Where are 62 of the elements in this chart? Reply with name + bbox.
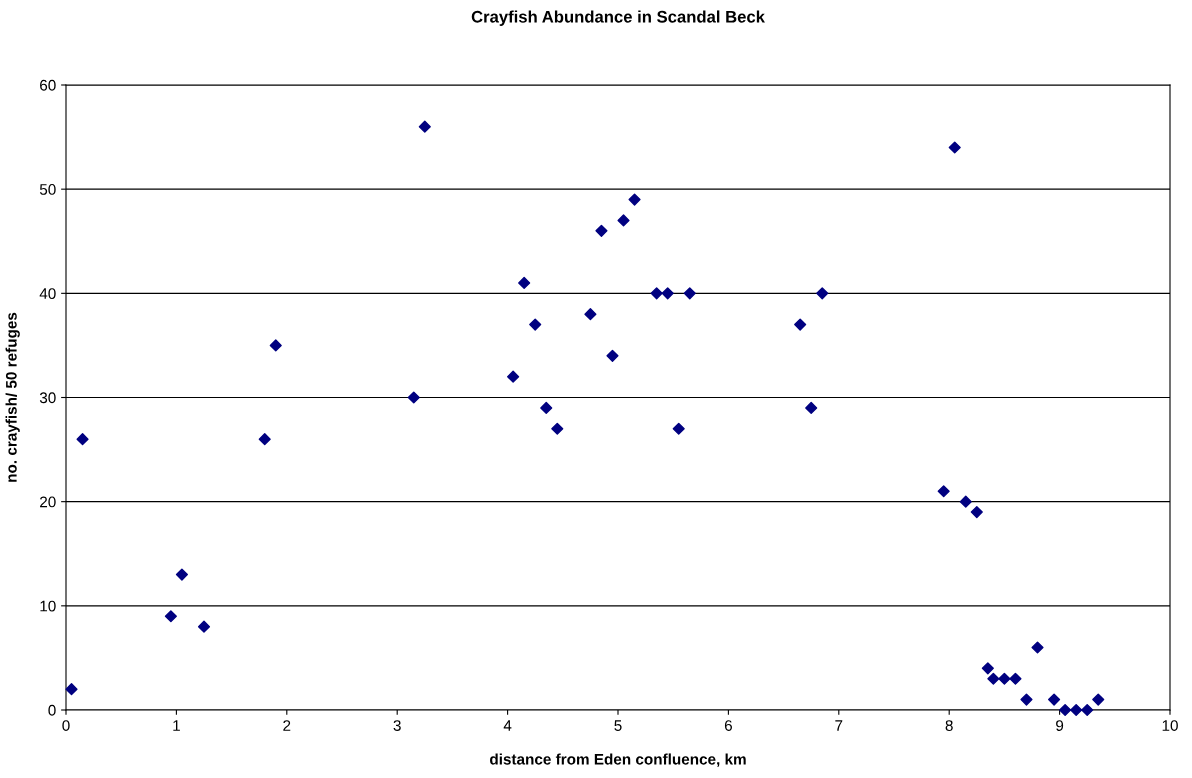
- y-tick-label: 0: [48, 704, 56, 716]
- point: [1020, 693, 1033, 706]
- point: [959, 495, 972, 508]
- point: [1081, 703, 1094, 717]
- x-tick-label: 9: [1056, 720, 1064, 731]
- point: [661, 287, 674, 300]
- x-tick-label: 3: [393, 720, 401, 731]
- point: [937, 485, 950, 498]
- x-tick-label: 2: [283, 720, 291, 731]
- point: [418, 120, 431, 133]
- point: [948, 141, 961, 154]
- point: [617, 214, 630, 227]
- point: [650, 287, 663, 300]
- y-axis-title: no. crayfish/ 50 refuges: [5, 312, 20, 482]
- point: [981, 662, 994, 675]
- x-tick-label: 7: [835, 720, 843, 731]
- point: [1031, 641, 1044, 654]
- point: [628, 193, 641, 206]
- x-tick-label: 10: [1162, 720, 1178, 731]
- point: [1092, 693, 1105, 706]
- point: [164, 610, 177, 623]
- point: [65, 683, 78, 696]
- x-tick-label: 6: [724, 720, 732, 731]
- point: [683, 287, 696, 300]
- x-tick-label: 1: [173, 720, 180, 731]
- point: [507, 370, 520, 383]
- point: [407, 391, 420, 404]
- x-tick-label: 4: [503, 720, 512, 731]
- point: [672, 422, 685, 435]
- point: [518, 276, 531, 289]
- point: [529, 318, 542, 331]
- point: [805, 401, 818, 414]
- point: [794, 318, 807, 331]
- point: [1059, 703, 1072, 717]
- y-tick-label: 30: [39, 392, 56, 404]
- y-tick-label: 40: [39, 288, 56, 300]
- chart-title: Crayfish Abundance in Scandal Beck: [471, 10, 765, 26]
- point: [540, 401, 553, 414]
- point: [76, 433, 89, 446]
- y-tick-label: 50: [39, 184, 56, 195]
- point: [175, 568, 188, 581]
- point: [1009, 672, 1022, 685]
- point: [269, 339, 282, 352]
- point: [595, 224, 608, 237]
- point: [816, 287, 829, 300]
- point: [258, 433, 271, 446]
- x-axis-title: distance from Eden confluence, km: [490, 753, 746, 767]
- x-tick-label: 5: [614, 720, 622, 731]
- point: [551, 422, 564, 435]
- point: [584, 308, 597, 321]
- y-tick-label: 10: [40, 600, 56, 612]
- x-tick-label: 8: [945, 720, 953, 731]
- point: [197, 620, 211, 633]
- x-tick-label: 0: [62, 720, 70, 731]
- y-tick-label: 20: [40, 496, 56, 508]
- point: [606, 349, 619, 362]
- point: [1070, 703, 1083, 717]
- point: [987, 672, 1000, 685]
- point: [998, 672, 1011, 685]
- point: [970, 506, 983, 519]
- point: [1048, 693, 1061, 706]
- y-tick-label: 60: [40, 79, 56, 91]
